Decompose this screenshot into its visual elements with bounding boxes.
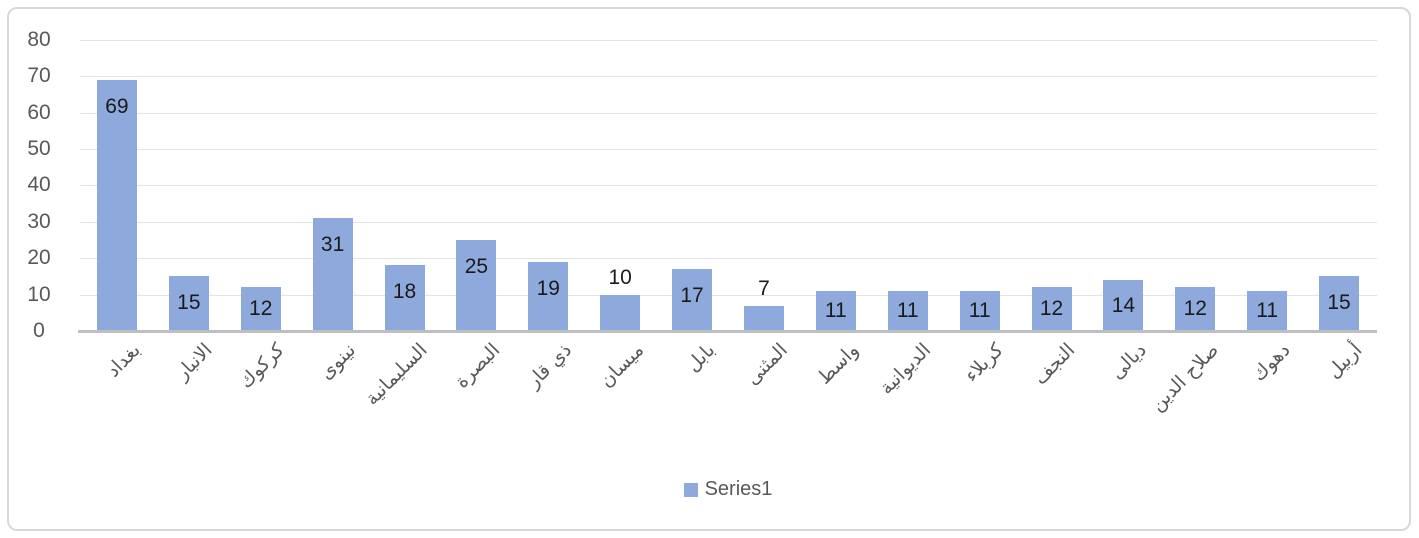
bar-value-label: 10 bbox=[608, 265, 632, 289]
gridline bbox=[80, 39, 1377, 41]
bar[interactable] bbox=[1175, 287, 1216, 331]
x-category-label: النجف bbox=[1029, 339, 1080, 390]
bar-value-label: 17 bbox=[680, 284, 704, 308]
gridline bbox=[80, 258, 1377, 260]
x-category-label: البصرة bbox=[450, 339, 504, 393]
bar-value-label: 18 bbox=[392, 280, 417, 304]
bar[interactable] bbox=[96, 79, 137, 331]
x-category-label: ديالى bbox=[1106, 339, 1151, 384]
bar-value-label: 15 bbox=[1327, 291, 1351, 315]
x-category-label: دهوك bbox=[1248, 339, 1295, 386]
x-category-label: بابل bbox=[682, 339, 720, 377]
bar-value-label: 25 bbox=[464, 255, 489, 278]
y-tick-label: 60 bbox=[27, 100, 51, 124]
y-tick-label: 20 bbox=[27, 246, 51, 270]
bar-value-label: 11 bbox=[1256, 298, 1279, 322]
x-category-label: السليمانية bbox=[361, 339, 433, 410]
y-tick-label: 30 bbox=[27, 209, 51, 233]
gridline bbox=[80, 112, 1377, 114]
bar[interactable] bbox=[384, 265, 425, 331]
y-tick-label: 50 bbox=[27, 137, 51, 160]
bar[interactable] bbox=[743, 305, 784, 331]
gridline bbox=[80, 149, 1377, 150]
y-tick-label: 80 bbox=[27, 27, 51, 51]
x-category-label: الانبار bbox=[171, 339, 217, 385]
bar[interactable] bbox=[240, 287, 281, 331]
bar-value-label: 11 bbox=[968, 298, 991, 322]
bar-value-label: 15 bbox=[177, 291, 201, 315]
legend[interactable]: Series1 bbox=[81, 478, 1375, 501]
x-category-label: أربيل bbox=[1322, 339, 1367, 383]
legend-series1-swatch-icon bbox=[683, 482, 698, 497]
bar-value-label: 11 bbox=[824, 298, 847, 322]
x-category-label: صلاح الدين bbox=[1146, 339, 1223, 416]
bar-value-label: 69 bbox=[105, 94, 129, 118]
bar-value-label: 12 bbox=[1183, 297, 1207, 321]
bar[interactable] bbox=[168, 276, 209, 331]
bar[interactable] bbox=[1319, 276, 1360, 331]
x-category-label: الديوانية bbox=[875, 339, 936, 399]
y-tick-label: 0 bbox=[33, 319, 45, 342]
x-category-label: واسط bbox=[813, 339, 864, 389]
bar-value-label: 7 bbox=[758, 276, 770, 300]
bar[interactable] bbox=[312, 218, 353, 331]
bar[interactable] bbox=[1103, 280, 1144, 331]
bar[interactable] bbox=[1247, 290, 1288, 331]
x-category-label: كربلاء bbox=[959, 339, 1008, 387]
bar[interactable] bbox=[672, 269, 713, 331]
gridline bbox=[80, 294, 1377, 296]
x-category-label: بغداد bbox=[101, 339, 145, 382]
bar[interactable] bbox=[528, 261, 569, 331]
bar[interactable] bbox=[887, 290, 928, 331]
bar[interactable] bbox=[815, 290, 856, 331]
bar-value-label: 12 bbox=[1039, 297, 1064, 321]
y-tick-label: 40 bbox=[27, 173, 51, 197]
bar-value-label: 11 bbox=[896, 298, 919, 322]
y-tick-label: 10 bbox=[27, 282, 51, 306]
bar-value-label: 31 bbox=[320, 233, 345, 257]
gridline bbox=[80, 221, 1377, 223]
y-tick-label: 70 bbox=[27, 64, 51, 88]
bar-value-label: 19 bbox=[536, 276, 560, 300]
gridline bbox=[80, 76, 1377, 78]
x-category-label: نينوى bbox=[315, 339, 361, 384]
legend-series1-label: Series1 bbox=[704, 478, 773, 500]
bar[interactable] bbox=[600, 294, 641, 331]
bar-value-label: 14 bbox=[1111, 293, 1136, 317]
bar[interactable] bbox=[1031, 287, 1072, 331]
bar[interactable] bbox=[456, 240, 497, 331]
x-category-label: ذي قار bbox=[522, 339, 576, 393]
x-category-label: كركوك bbox=[234, 339, 289, 393]
bar-value-label: 12 bbox=[249, 297, 273, 321]
bar[interactable] bbox=[959, 290, 1000, 331]
gridline bbox=[80, 185, 1377, 187]
x-category-label: ميسان bbox=[594, 339, 648, 392]
x-category-label: المثنى bbox=[741, 339, 792, 390]
x-axis-line bbox=[78, 330, 1377, 333]
